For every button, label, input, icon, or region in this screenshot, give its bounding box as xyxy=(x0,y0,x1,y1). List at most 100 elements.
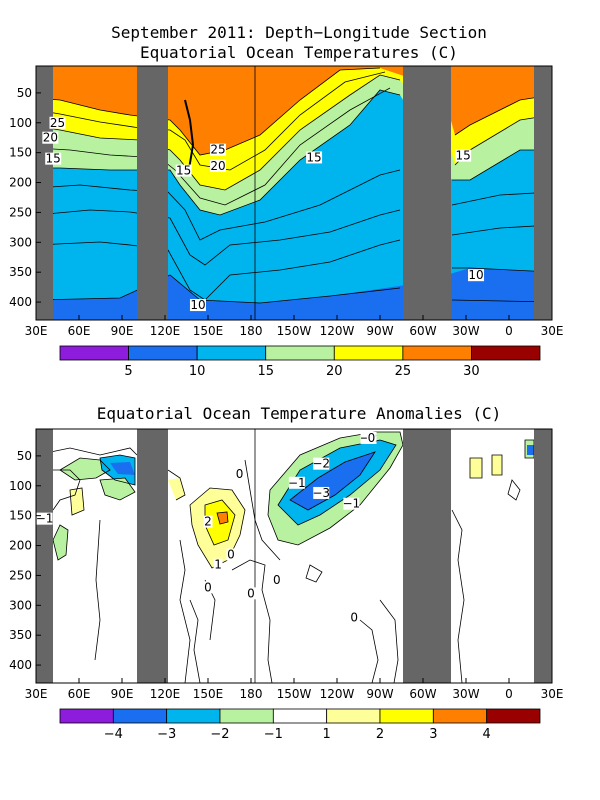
bottom-x-tick-label: 90E xyxy=(111,687,134,701)
top-contour-label-bg xyxy=(210,143,227,156)
top-x-tick-label: 120W xyxy=(320,324,355,338)
top-colorbar-label: 20 xyxy=(326,364,343,379)
bottom-x-tick-label: 30W xyxy=(452,687,479,701)
top-colorbar-swatch xyxy=(59,345,129,361)
top-contour-label-bg xyxy=(175,164,192,177)
top-colorbar-swatch xyxy=(128,345,198,361)
top-y-tick-label: 300 xyxy=(9,235,32,249)
top-y-tick-label: 200 xyxy=(9,176,32,190)
bottom-x-tick-label: 120E xyxy=(150,687,181,701)
top-y-tick-label: 50 xyxy=(17,86,32,100)
bottom-x-tick-label: 120W xyxy=(320,687,355,701)
bottom-land-gap-americas xyxy=(403,429,451,683)
top-contour-label-bg xyxy=(468,269,485,282)
top-title-line1: September 2011: Depth−Longitude Section xyxy=(111,23,487,42)
bottom-land-gap-indonesia xyxy=(137,429,168,683)
top-contour-label: 10 xyxy=(468,268,483,282)
bottom-contour-label-bg xyxy=(313,486,330,499)
top-contour-label-bg xyxy=(455,149,472,162)
top-y-tick-label: 150 xyxy=(9,146,32,160)
top-y-tick-label: 400 xyxy=(9,295,32,309)
bottom-contour-label: −2 xyxy=(312,457,330,471)
bottom-y-tick-label: 250 xyxy=(9,568,32,582)
bottom-x-tick-label: 180 xyxy=(240,687,263,701)
bottom-contour-label-bg xyxy=(203,581,213,594)
bottom-contour-label-bg xyxy=(313,457,330,470)
bottom-y-tick-label: 50 xyxy=(17,449,32,463)
bottom-contour-label: 0 xyxy=(368,431,376,445)
bottom-contour-label-bg xyxy=(343,497,360,510)
bottom-colorbar-swatch xyxy=(486,708,541,724)
bottom-contour-label: 0 xyxy=(273,573,281,587)
bottom-x-tick-label: 30E xyxy=(541,687,564,701)
bottom-contour-label-bg xyxy=(349,611,359,624)
bottom-colorbar-label: −2 xyxy=(210,727,229,742)
top-land-gap-africa xyxy=(36,66,53,320)
bottom-colorbar-label: −3 xyxy=(157,727,176,742)
bottom-contour-label: −3 xyxy=(312,486,330,500)
bottom-panel: Equatorial Ocean Temperature Anomalies (… xyxy=(9,404,563,742)
bottom-colorbar-swatch xyxy=(219,708,274,724)
bottom-x-tick-label: 60E xyxy=(68,687,91,701)
top-colorbar-label: 25 xyxy=(395,364,412,379)
bottom-y-tick-label: 200 xyxy=(9,539,32,553)
top-colorbar-label: 30 xyxy=(463,364,480,379)
bottom-contour-label-bg xyxy=(213,558,223,571)
top-colorbar-label: 10 xyxy=(189,364,206,379)
top-x-tick-label: 60W xyxy=(409,324,436,338)
top-contour-label-bg xyxy=(210,159,227,172)
bottom-colorbar-swatch xyxy=(379,708,434,724)
bottom-x-tick-label: 150W xyxy=(277,687,312,701)
top-y-tick-label: 100 xyxy=(9,116,32,130)
top-colorbar-swatch xyxy=(265,345,335,361)
bottom-colorbar-label: −1 xyxy=(264,727,283,742)
top-land-masks xyxy=(36,66,552,320)
top-x-tick-label: 90W xyxy=(366,324,393,338)
bottom-x-tick-label: 30E xyxy=(25,687,48,701)
bottom-anomaly-field xyxy=(36,429,552,683)
bottom-colorbar-swatch xyxy=(272,708,328,724)
top-x-tick-label: 180 xyxy=(240,324,263,338)
bottom-colorbar-label: 4 xyxy=(483,727,491,742)
top-contour-label: 15 xyxy=(455,149,470,163)
bottom-y-tick-label: 350 xyxy=(9,628,32,642)
top-x-tick-label: 30E xyxy=(541,324,564,338)
bottom-title: Equatorial Ocean Temperature Anomalies (… xyxy=(97,404,502,423)
top-contour-label-bg xyxy=(42,131,59,144)
top-x-tick-label: 30E xyxy=(25,324,48,338)
bottom-contour-label: 0 xyxy=(236,467,244,481)
bottom-contour-label-bg xyxy=(203,515,213,528)
bottom-contour-label: −1 xyxy=(36,512,54,526)
bottom-contour-label-bg xyxy=(235,467,245,480)
bottom-contour-label: −1 xyxy=(342,497,360,511)
top-colorbar-swatch xyxy=(471,345,541,361)
bottom-contours xyxy=(36,431,535,683)
bottom-y-tick-label: 100 xyxy=(9,479,32,493)
top-contour-label-bg xyxy=(189,299,206,312)
bottom-contour-label-bg xyxy=(366,431,376,444)
top-x-tick-label: 150E xyxy=(193,324,224,338)
top-y-tick-label: 350 xyxy=(9,265,32,279)
top-x-tick-label: 150W xyxy=(277,324,312,338)
bottom-x-tick-label: 150E xyxy=(193,687,224,701)
bottom-contour-label-bg xyxy=(288,476,305,489)
top-contour-label-bg xyxy=(306,151,323,164)
bottom-contour-label: 0 xyxy=(227,548,235,562)
top-contour-label: 15 xyxy=(46,152,61,166)
top-colorbar-label: 15 xyxy=(257,364,274,379)
top-colorbar-label: 5 xyxy=(124,364,132,379)
bottom-y-tick-label: 150 xyxy=(9,509,32,523)
top-x-tick-label: 0 xyxy=(505,324,513,338)
bottom-colorbar-swatch xyxy=(166,708,221,724)
bottom-colorbar-label: 2 xyxy=(376,727,384,742)
bottom-colorbar-swatch xyxy=(326,708,381,724)
top-land-gap-americas xyxy=(403,66,451,320)
bottom-colorbar-swatch xyxy=(59,708,114,724)
bottom-contour-label-bg xyxy=(226,548,236,561)
top-colorbar: 5 10 15 20 25 30 xyxy=(59,345,541,379)
top-title-line2: Equatorial Ocean Temperatures (C) xyxy=(140,43,458,62)
bottom-y-tick-label: 400 xyxy=(9,658,32,672)
